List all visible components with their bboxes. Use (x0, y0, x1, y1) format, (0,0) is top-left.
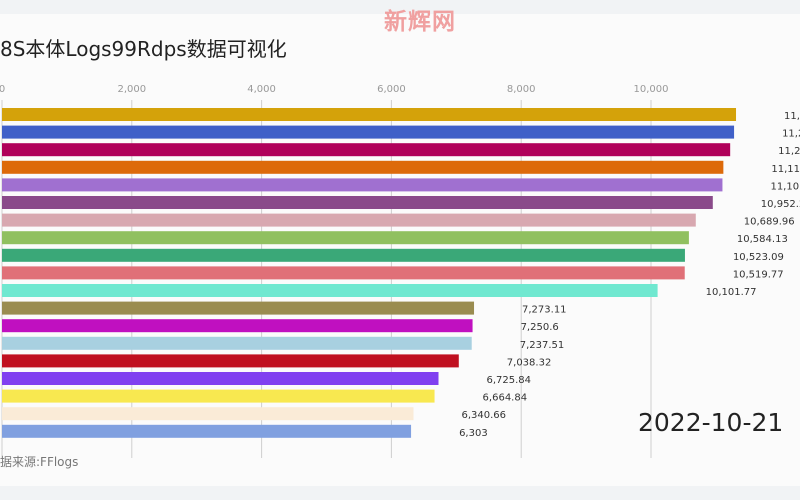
value-label: 6,303 (459, 428, 488, 439)
value-label: 10,584.13 (737, 234, 788, 245)
bar (2, 354, 459, 368)
bar (2, 424, 412, 438)
value-label: 11,2 (782, 129, 800, 140)
value-label: 10,523.09 (733, 252, 784, 263)
bar (2, 407, 414, 421)
value-label: 6,340.66 (462, 410, 507, 421)
bar (2, 372, 439, 385)
x-tick-label: 10,000 (634, 84, 669, 95)
value-label: 10,952.2 (761, 199, 800, 210)
chart-title: 8S本体Logs99Rdps数据可视化 (0, 37, 287, 61)
value-label: 11,3 (784, 111, 800, 122)
bar (2, 160, 724, 174)
bar (2, 319, 473, 333)
value-label: 10,689.96 (744, 217, 795, 228)
bar (2, 389, 435, 403)
bottom-bar (0, 486, 800, 500)
x-tick-label: 8,000 (507, 84, 536, 95)
bar (2, 108, 737, 121)
value-label: 7,273.11 (522, 305, 567, 316)
value-label: 7,237.51 (520, 340, 565, 351)
bar (2, 301, 475, 315)
x-tick-label: 2,000 (117, 84, 146, 95)
x-tick-label: 4,000 (247, 84, 276, 95)
bar (2, 284, 658, 297)
value-label: 11,115 (771, 164, 800, 175)
value-label: 6,725.84 (487, 375, 532, 386)
value-label: 10,519.77 (733, 269, 784, 280)
watermark-logo: 新辉网 (384, 9, 456, 35)
bar (2, 125, 735, 139)
date-label: 2022-10-21 (638, 408, 784, 437)
bar (2, 196, 713, 209)
top-bar (0, 0, 800, 14)
value-label: 7,038.32 (507, 357, 552, 368)
value-label: 7,250.6 (521, 322, 559, 333)
bar (2, 231, 689, 245)
bar (2, 248, 685, 262)
value-label: 11,22 (778, 146, 800, 157)
bar (2, 266, 685, 280)
source-note: 据来源:FFlogs (0, 455, 79, 469)
bar (2, 213, 696, 227)
x-tick-label: 6,000 (377, 84, 406, 95)
bar (2, 336, 472, 350)
bar (2, 143, 731, 157)
bar (2, 178, 723, 192)
value-label: 10,101.77 (706, 287, 757, 298)
value-label: 6,664.84 (483, 393, 528, 404)
x-tick-label: 0 (0, 84, 5, 95)
value-label: 11,101 (770, 181, 800, 192)
